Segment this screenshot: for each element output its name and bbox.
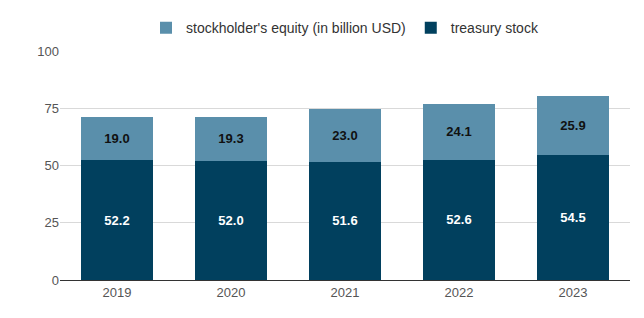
svg-text:52.0: 52.0 — [218, 213, 243, 228]
svg-text:24.1: 24.1 — [446, 124, 471, 139]
svg-text:52.6: 52.6 — [446, 212, 471, 227]
svg-text:52.2: 52.2 — [104, 213, 129, 228]
svg-text:23.0: 23.0 — [332, 128, 357, 143]
svg-text:25: 25 — [45, 215, 59, 230]
svg-text:2023: 2023 — [559, 285, 588, 300]
svg-text:25.9: 25.9 — [560, 118, 585, 133]
svg-text:51.6: 51.6 — [332, 213, 357, 228]
svg-text:stockholder's equity (in billi: stockholder's equity (in billion USD) — [186, 20, 406, 36]
svg-text:75: 75 — [45, 101, 59, 116]
svg-text:19.0: 19.0 — [104, 131, 129, 146]
svg-text:2020: 2020 — [217, 285, 246, 300]
svg-text:0: 0 — [52, 273, 59, 288]
svg-text:2019: 2019 — [103, 285, 132, 300]
svg-text:2022: 2022 — [445, 285, 474, 300]
svg-text:50: 50 — [45, 158, 59, 173]
svg-text:100: 100 — [37, 44, 59, 59]
svg-text:54.5: 54.5 — [560, 210, 585, 225]
svg-text:19.3: 19.3 — [218, 131, 243, 146]
svg-text:treasury stock: treasury stock — [451, 20, 539, 36]
svg-text:2021: 2021 — [331, 285, 360, 300]
